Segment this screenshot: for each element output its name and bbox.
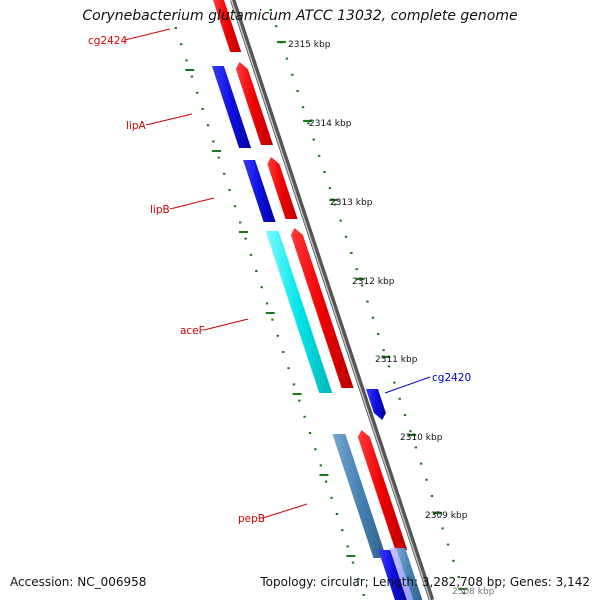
tick-marks	[174, 9, 468, 596]
cg2424-gene	[213, 0, 242, 52]
gene-label-aceF: aceF	[180, 325, 205, 337]
gene-label-lipA: lipA	[126, 120, 146, 132]
leader-line-pepB	[262, 503, 308, 519]
accession-text: Accession: NC_006958	[10, 575, 147, 589]
labels-layer: 2315 kbp 2314 kbp 2313 kbp 2312 kbp 2311 kbp…	[88, 28, 495, 597]
leader-line-lipB	[169, 197, 215, 210]
aceF-orf	[265, 231, 333, 393]
feature-track	[211, 0, 435, 601]
bottom-orf-3	[396, 548, 423, 600]
leader-line-cg2420	[384, 376, 431, 394]
pepB-orf	[332, 434, 387, 558]
backbone-highlight-top	[230, 0, 431, 601]
map-title: Corynebacterium glutamicum ATCC 13032, c…	[82, 8, 518, 24]
scale-label: 2309 kbp	[425, 511, 468, 521]
scale-label: 2312 kbp	[352, 277, 395, 287]
leader-line-lipA	[145, 113, 193, 126]
scale-label: 2310 kbp	[400, 433, 443, 443]
lipA-orf	[211, 66, 252, 148]
leader-line-cg2424	[124, 28, 171, 41]
scale-label: 2311 kbp	[375, 355, 418, 365]
backbone-line-top	[230, 0, 434, 601]
lipB-gene	[267, 157, 298, 219]
bottom-orf-1	[378, 550, 407, 600]
lipA-gene	[235, 62, 274, 145]
gene-label-cg2424: cg2424	[88, 35, 127, 47]
topology-text: Topology: circular; Length: 3,282,708 bp…	[260, 575, 590, 589]
scale-label: 2315 kbp	[288, 40, 331, 50]
scale-label: 2314 kbp	[309, 119, 352, 129]
scale-label: 2308 kbp	[452, 587, 495, 597]
gene-label-lipB: lipB	[150, 204, 170, 216]
lipB-orf	[243, 160, 276, 222]
gene-label-pepB: pepB	[238, 513, 265, 525]
leader-line-aceF	[203, 318, 249, 331]
scale-label: 2313 kbp	[330, 198, 373, 208]
aceF-gene	[290, 228, 354, 388]
cg2420-gene	[365, 389, 386, 420]
gene-label-cg2420: cg2420	[432, 372, 471, 384]
pepB-gene	[357, 430, 408, 550]
